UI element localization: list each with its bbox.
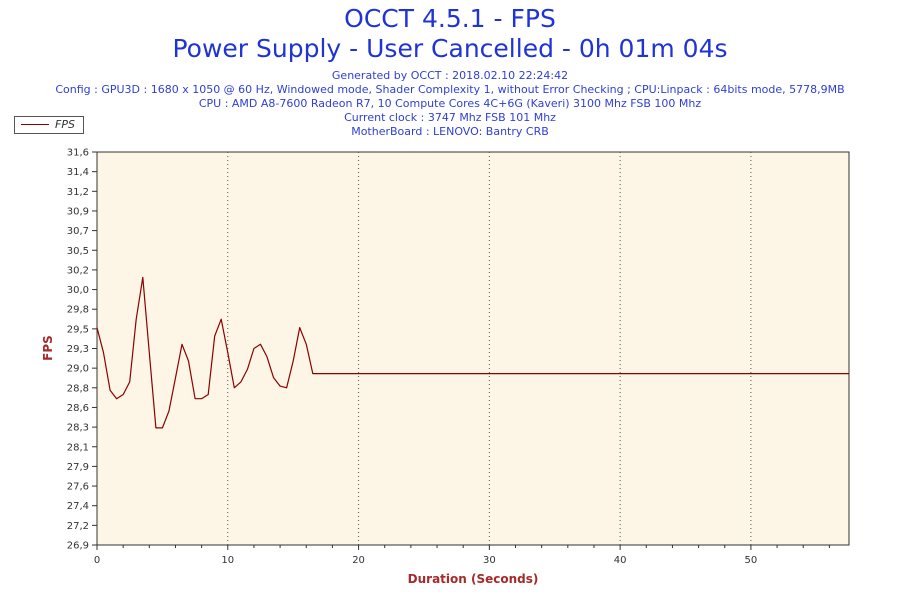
info-clock: Current clock : 3747 Mhz FSB 101 Mhz [344,111,556,124]
plot-area [96,151,850,546]
x-tick-label: 20 [352,555,365,566]
y-tick-label: 27,2 [67,521,89,532]
info-cpu: CPU : AMD A8-7600 Radeon R7, 10 Compute … [198,97,702,110]
y-tick-label: 29,5 [67,324,89,335]
y-tick-label: 26,9 [67,541,89,552]
y-tick-label: 30,9 [67,206,89,217]
y-axis-label: FPS [41,335,55,361]
legend: FPS [14,116,84,134]
y-tick-label: 27,9 [67,462,89,473]
y-tick-label: 28,6 [67,403,89,414]
y-tick-label: 30,5 [67,246,89,257]
x-tick-label: 0 [94,555,100,566]
legend-label: FPS [55,118,75,131]
y-tick-label: 29,3 [67,344,89,355]
y-tick-label: 27,6 [67,482,89,493]
y-tick-label: 28,1 [67,442,89,453]
y-tick-label: 31,4 [67,167,89,178]
x-tick-label: 40 [614,555,627,566]
x-tick-label: 50 [745,555,758,566]
series-line-fps [96,276,849,429]
y-tick-label: 31,6 [67,148,89,159]
x-axis-label: Duration (Seconds) [408,572,539,586]
y-tick-label: 27,4 [67,501,89,512]
y-tick-label: 30,0 [67,285,89,296]
y-tick-label: 31,2 [67,187,89,198]
x-tick-label: 30 [483,555,496,566]
y-tick-label: 28,3 [67,423,89,434]
y-tick-label: 30,2 [67,265,89,276]
info-config: Config : GPU3D : 1680 x 1050 @ 60 Hz, Wi… [55,83,845,96]
info-generated: Generated by OCCT : 2018.02.10 22:24:42 [331,69,569,82]
chart-title: OCCT 4.5.1 - FPS [344,4,556,33]
y-tick-label: 29,0 [67,364,89,375]
info-motherboard: MotherBoard : LENOVO: Bantry CRB [351,125,549,138]
x-tick-label: 10 [221,555,234,566]
chart-subtitle: Power Supply - User Cancelled - 0h 01m 0… [172,34,728,63]
legend-line-swatch [21,124,49,125]
info-block: Generated by OCCT : 2018.02.10 22:24:42 … [0,69,900,139]
y-tick-label: 29,8 [67,305,89,316]
y-tick-label: 30,7 [67,226,89,237]
y-tick-label: 28,8 [67,383,89,394]
